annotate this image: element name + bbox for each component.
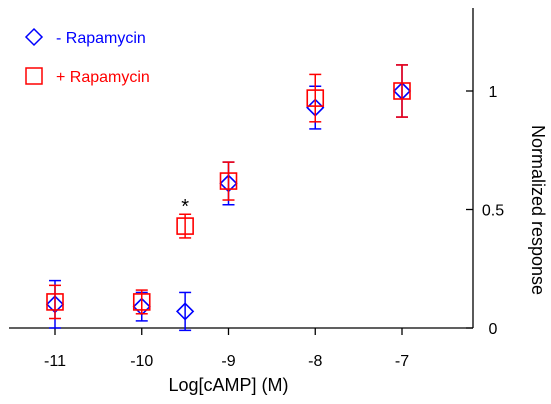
data-point-square: [176, 217, 194, 235]
error-bar: [222, 161, 235, 201]
data-point-square: [132, 293, 151, 311]
x-tick-label: -11: [44, 353, 66, 370]
legend: - Rapamycin + Rapamycin: [24, 27, 150, 86]
legend-marker-diamond: [24, 27, 44, 47]
error-bar: [49, 284, 61, 320]
series-layer: [45, 64, 412, 332]
series-square: [46, 64, 411, 320]
x-tick-label: -10: [130, 353, 153, 370]
error-bar: [396, 64, 408, 118]
annotation-layer: *: [181, 196, 189, 218]
data-point-square: [306, 89, 325, 107]
legend-marker-square: [25, 67, 43, 85]
data-point-square: [46, 293, 64, 311]
x-tick-label: -8: [308, 353, 322, 370]
legend-item-minus-rapamycin: - Rapamycin: [24, 27, 146, 47]
error-bar: [309, 73, 322, 123]
y-tick-label: 0: [489, 321, 498, 338]
axes: [9, 8, 474, 329]
x-tick-label: -9: [221, 353, 235, 370]
data-point-square: [393, 82, 411, 100]
significance-asterisk: *: [181, 196, 189, 218]
y-tick-label: 0.5: [482, 203, 504, 220]
legend-item-plus-rapamycin: + Rapamycin: [25, 67, 150, 86]
data-point-diamond: [132, 297, 151, 316]
error-bar: [179, 291, 192, 332]
x-ticks: -11 -10 -9 -8 -7: [44, 328, 409, 370]
legend-label-minus-rapamycin: - Rapamycin: [56, 30, 146, 47]
x-tick-label: -7: [395, 353, 409, 370]
y-tick-label: 1: [489, 84, 498, 101]
x-axis-title: Log[cAMP] (M): [168, 375, 288, 395]
data-point-square: [219, 172, 238, 190]
y-axis-title: Normalized response: [528, 125, 548, 295]
data-point-diamond: [175, 302, 195, 321]
legend-label-plus-rapamycin: + Rapamycin: [56, 69, 150, 86]
y-ticks: 00.51: [466, 84, 504, 338]
